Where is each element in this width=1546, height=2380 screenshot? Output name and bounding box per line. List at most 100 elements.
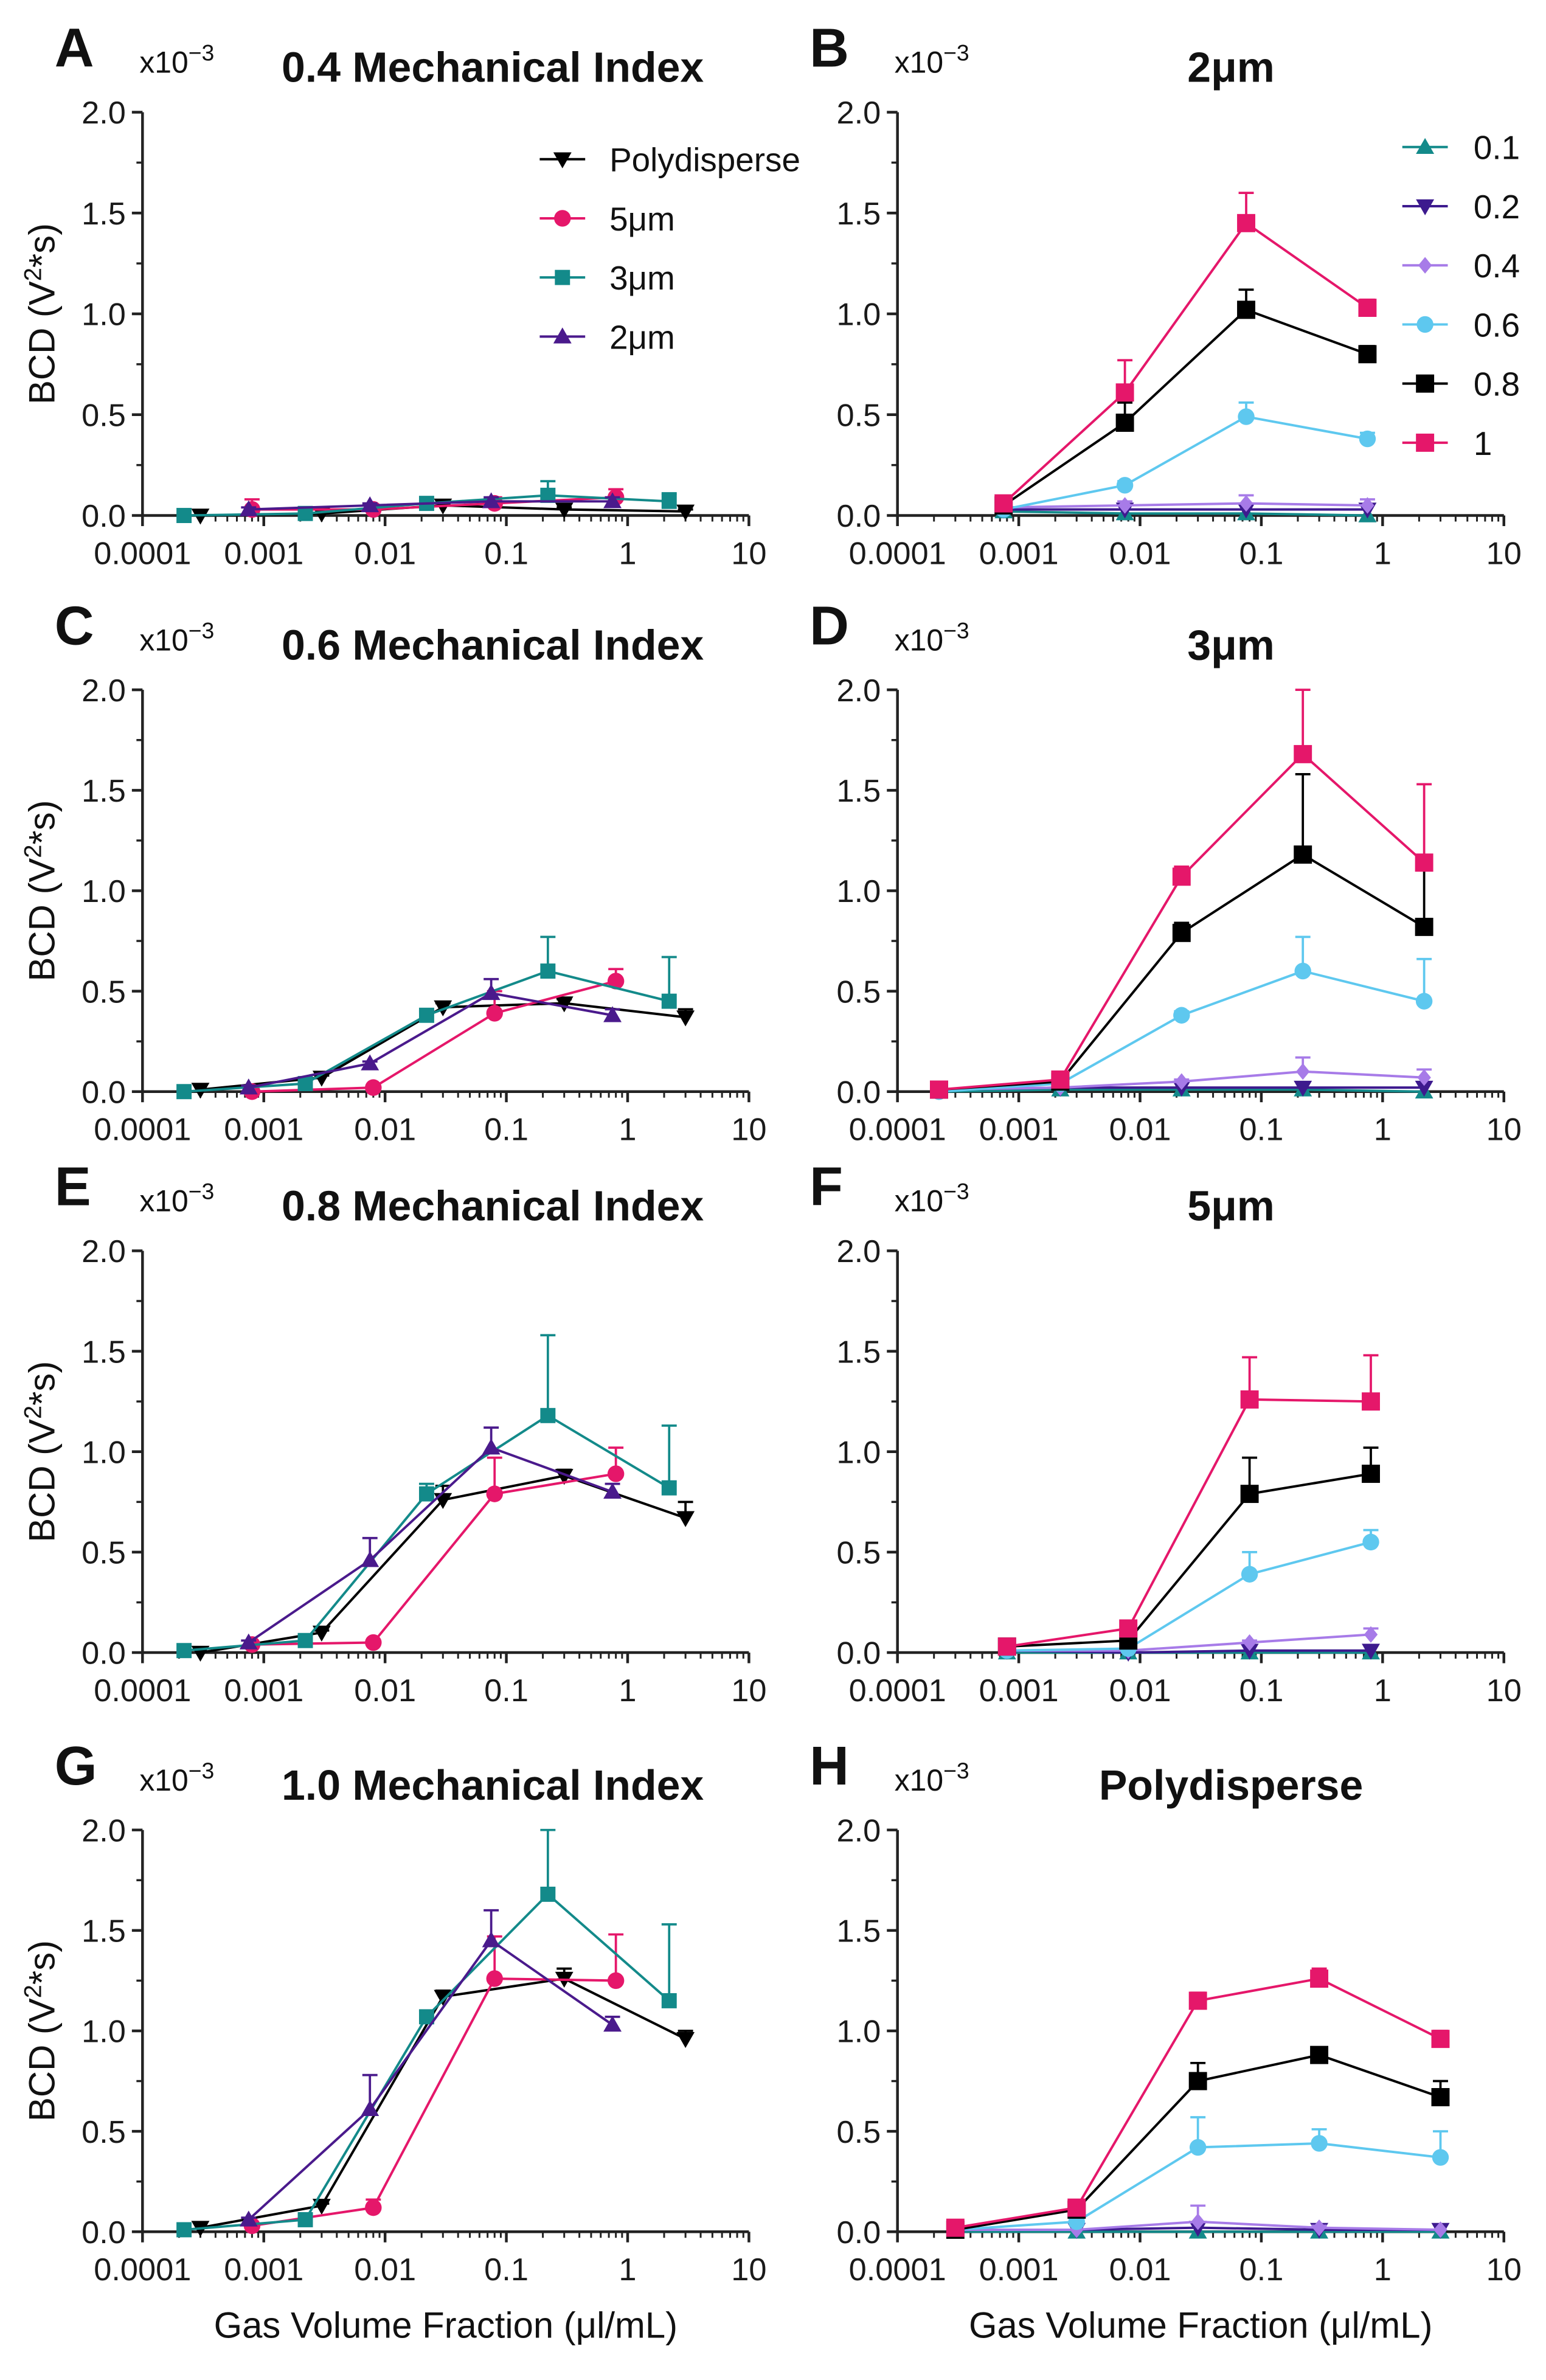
- legend-label: 1: [1474, 425, 1492, 462]
- marker-square: [1240, 1485, 1259, 1504]
- marker-diamond: [1312, 2219, 1326, 2236]
- series-line: [248, 1446, 613, 1644]
- y-tick-label: 1.0: [837, 874, 881, 909]
- series-mi10: [946, 1967, 1450, 2237]
- marker-triangle-up: [361, 1551, 380, 1567]
- marker-diamond: [1418, 257, 1432, 274]
- series-mi04: [1000, 1626, 1379, 1659]
- marker-triangle-up: [239, 500, 258, 516]
- marker-square: [1188, 1991, 1207, 2010]
- exponent-label: x10−3: [895, 1758, 969, 1797]
- x-tick-label: 0.01: [1109, 536, 1171, 571]
- panel-letter: F: [809, 1157, 843, 1218]
- x-tick-label: 0.1: [1239, 1673, 1284, 1709]
- series-5um: [243, 1933, 625, 2235]
- y-tick-label: 0.5: [81, 2115, 126, 2150]
- legend-label: 3μm: [609, 259, 675, 297]
- series-mi10: [994, 192, 1377, 513]
- marker-triangle-up: [603, 492, 622, 508]
- x-tick-label: 10: [731, 1673, 766, 1709]
- x-tick-label: 0.0001: [94, 536, 191, 571]
- series-2um: [239, 1426, 622, 1650]
- series-2um: [239, 1909, 622, 2227]
- legend-label: 0.4: [1474, 247, 1520, 285]
- x-tick-label: 1: [1374, 1112, 1392, 1148]
- y-tick-label: 1.0: [81, 297, 126, 333]
- y-tick-label: 0.5: [81, 974, 126, 1010]
- marker-square: [1237, 300, 1255, 319]
- x-tick-label: 1: [619, 1673, 636, 1709]
- marker-triangle-down: [555, 996, 574, 1013]
- marker-circle: [607, 973, 625, 990]
- x-tick-label: 0.0001: [849, 1673, 946, 1709]
- y-axis-label: BCD (V2*s): [19, 223, 62, 404]
- marker-square: [1119, 1619, 1138, 1638]
- x-tick-label: 0.0001: [94, 1112, 191, 1148]
- series-line: [1002, 221, 1368, 505]
- panel-title: 3μm: [1187, 621, 1275, 668]
- marker-triangle-up: [361, 496, 380, 513]
- series-line: [1004, 510, 1368, 517]
- x-tick-label: 0.01: [354, 536, 416, 571]
- x-axis-label: Gas Volume Fraction (μl/mL): [214, 2305, 678, 2346]
- marker-square: [176, 508, 192, 523]
- marker-square: [997, 1637, 1016, 1656]
- x-tick-label: 1: [619, 1112, 636, 1148]
- marker-triangle-down: [1416, 199, 1435, 215]
- legend-label: 0.6: [1474, 306, 1520, 344]
- marker-square: [418, 1486, 434, 1502]
- y-tick-label: 2.0: [837, 95, 881, 131]
- series-line: [1004, 502, 1368, 509]
- x-tick-label: 1: [1374, 536, 1392, 571]
- y-tick-label: 1.5: [81, 196, 126, 232]
- marker-triangle-down: [555, 502, 574, 519]
- y-tick-label: 1.0: [81, 2014, 126, 2050]
- y-tick-label: 1.5: [81, 1914, 126, 1949]
- x-tick-label: 0.0001: [849, 1112, 946, 1148]
- x-tick-label: 1: [619, 536, 636, 571]
- series-line: [938, 853, 1425, 1091]
- panel-letter: A: [55, 18, 94, 79]
- y-tick-label: 0.0: [81, 499, 126, 534]
- x-tick-label: 0.01: [1109, 1673, 1171, 1709]
- marker-square: [1362, 1392, 1380, 1411]
- marker-triangle-up: [482, 492, 501, 508]
- legend-label: 0.2: [1474, 188, 1520, 226]
- x-tick-label: 0.0001: [849, 2252, 946, 2288]
- y-tick-label: 0.0: [837, 1075, 881, 1110]
- panel-title: Polydisperse: [1099, 1761, 1363, 1809]
- x-axis-label: Gas Volume Fraction (μl/mL): [969, 2305, 1432, 2346]
- x-tick-label: 0.01: [354, 2252, 416, 2288]
- marker-circle: [1415, 993, 1433, 1010]
- panel-A: 0.0 0.5 1.0 1.5 2.0 0.0001 0.001 0.01 0.1 1 10 A x10…: [19, 18, 766, 572]
- panel-D: 0.0 0.5 1.0 1.5 2.0 0.0001 0.001 0.01 0.1 1 10 D x10…: [809, 595, 1522, 1147]
- marker-square: [1188, 2072, 1207, 2090]
- panel-title: 0.8 Mechanical Index: [282, 1182, 704, 1230]
- y-tick-label: 0.5: [837, 974, 881, 1010]
- y-tick-label: 1.5: [837, 196, 881, 232]
- marker-triangle-up: [239, 1633, 258, 1650]
- x-tick-label: 10: [731, 2252, 766, 2288]
- marker-triangle-down: [312, 1625, 331, 1642]
- marker-triangle-up: [482, 1931, 501, 1948]
- x-tick-label: 0.1: [484, 2252, 529, 2288]
- x-tick-label: 0.1: [484, 1673, 529, 1709]
- x-tick-label: 0.001: [224, 1673, 303, 1709]
- y-tick-label: 2.0: [81, 1234, 126, 1269]
- exponent-label: x10−3: [139, 617, 214, 657]
- panel-letter: C: [55, 595, 94, 656]
- marker-circle: [1241, 1566, 1258, 1583]
- legend-label: 0.1: [1474, 129, 1520, 167]
- marker-circle: [1189, 2139, 1207, 2156]
- legend-label: 0.8: [1474, 366, 1520, 403]
- marker-circle: [486, 1005, 503, 1022]
- y-tick-label: 0.0: [837, 1636, 881, 1671]
- y-tick-label: 1.0: [81, 1435, 126, 1470]
- marker-triangle-down: [676, 1010, 695, 1027]
- marker-triangle-down: [1240, 1643, 1259, 1660]
- series-mi08: [994, 288, 1377, 515]
- marker-square: [661, 1993, 677, 2008]
- series-line: [1003, 308, 1368, 507]
- marker-square: [1172, 867, 1191, 886]
- marker-diamond: [1433, 2221, 1447, 2238]
